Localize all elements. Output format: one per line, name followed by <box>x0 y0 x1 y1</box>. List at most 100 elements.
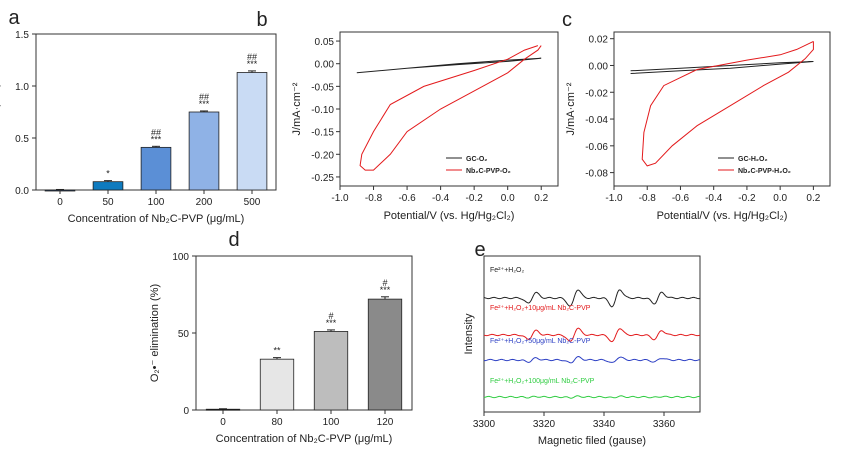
panel-b-ytick-label: 0.00 <box>315 60 335 71</box>
panel-a-xtick-label: 500 <box>244 197 261 208</box>
panel-d-ytick-label: 0 <box>183 406 189 417</box>
panel-c-ylabel: J/mA·cm⁻² <box>565 82 577 135</box>
panel-a-significance: * <box>106 169 110 179</box>
panel-e-xtick-label: 3360 <box>653 419 676 430</box>
panel-c-ytick-label: 0.00 <box>589 61 609 72</box>
panel-a-ytick-label: 0.0 <box>15 186 29 197</box>
panel-b-ytick-label: -0.20 <box>311 150 334 161</box>
panel-d-ytick-label: 50 <box>178 329 190 340</box>
panel-b-xtick-label: -0.8 <box>365 193 383 204</box>
panel-a-bar <box>140 146 172 191</box>
panel-e-frame <box>483 255 701 413</box>
panel-a-significance: *** <box>247 59 258 69</box>
panel-b-legend-label: GC-O₂ <box>466 156 487 163</box>
panel-label-c: c <box>562 9 572 31</box>
panel-c-xtick-label: -1.0 <box>605 193 623 204</box>
panel-b-xtick-label: -0.6 <box>398 193 416 204</box>
panel-e-series-label: Fe²⁺+H₂O₂+10μg/mL Nb₂C-PVP <box>490 305 591 312</box>
panel-e-series-label: Fe²⁺+H₂O₂+100μg/mL Nb₂C-PVP <box>490 378 595 385</box>
panel-b-ytick-label: -0.15 <box>311 128 334 139</box>
panel-e-series-label: Fe²⁺+H₂O₂ <box>490 267 525 274</box>
panel-d-xtick-label: 100 <box>323 417 340 428</box>
panel-a-ytick-label: 0.5 <box>15 134 29 145</box>
panel-a-bar <box>188 111 220 191</box>
panel-b-ylabel: J/mA·cm⁻² <box>291 82 303 135</box>
panel-c-series-line <box>630 61 814 74</box>
panel-a-significance: *** <box>199 99 210 109</box>
panel-b-series-line <box>359 45 542 171</box>
panel-a-xtick-label: 100 <box>148 197 165 208</box>
panel-b-ytick-label: -0.05 <box>311 82 334 93</box>
panel-d-ytick-label: 100 <box>172 252 189 263</box>
panel-c-ytick-label: -0.02 <box>585 88 608 99</box>
panel-e-ylabel: Intensity <box>463 313 475 354</box>
panel-d-significance: # <box>328 311 333 321</box>
panel-a-xlabel: Concentration of Nb₂C-PVP (μg/mL) <box>68 213 245 225</box>
panel-d-significance: *** <box>326 318 337 328</box>
panel-b-series-line <box>356 57 542 74</box>
panel-d-xtick-label: 0 <box>220 417 226 428</box>
panel-c-frame <box>613 31 831 187</box>
panel-e-xtick-label: 3340 <box>593 419 616 430</box>
panel-a-significance: ## <box>199 92 209 102</box>
panel-a-significance: ## <box>247 52 257 62</box>
panel-c-ytick-label: -0.08 <box>585 169 608 180</box>
panel-c-series-line <box>641 40 814 167</box>
panel-d-bar <box>313 331 349 411</box>
panel-a-xtick-label: 200 <box>196 197 213 208</box>
panel-c-xtick-label: 0.0 <box>773 193 787 204</box>
panel-b-xlabel: Potential/V (vs. Hg/Hg₂Cl₂) <box>384 210 515 222</box>
panel-d-significance: # <box>382 278 387 288</box>
panel-d-xlabel: Concentration of Nb₂C-PVP (μg/mL) <box>216 433 393 445</box>
panel-d-ylabel: O₂•⁻ elimination (%) <box>149 284 161 382</box>
panel-e-xlabel: Magnetic filed (gause) <box>538 435 646 447</box>
panel-b-xtick-label: 0.0 <box>501 193 515 204</box>
panel-c-xtick-label: -0.8 <box>639 193 657 204</box>
panel-d-bar <box>259 358 295 411</box>
panel-b-legend-label: Nb₂C-PVP-O₂ <box>466 168 511 175</box>
panel-b-frame <box>339 31 559 187</box>
panel-c-xtick-label: -0.4 <box>705 193 723 204</box>
panel-c-legend-label: Nb₂C-PVP-H₂O₂ <box>738 168 791 175</box>
panel-a-significance: ## <box>151 127 161 137</box>
panel-c-xtick-label: -0.6 <box>672 193 690 204</box>
panel-c-xlabel: Potential/V (vs. Hg/Hg₂Cl₂) <box>657 210 788 222</box>
panel-b-ytick-label: 0.05 <box>315 37 335 48</box>
panel-d-xtick-label: 120 <box>377 417 394 428</box>
panel-b-xtick-label: -0.2 <box>466 193 484 204</box>
panel-a-xtick-label: 50 <box>102 197 114 208</box>
panel-e-series-line <box>483 395 701 399</box>
panel-label-b: b <box>256 9 267 31</box>
panel-e-xtick-label: 3320 <box>533 419 556 430</box>
panel-b-xtick-label: -0.4 <box>432 193 450 204</box>
panel-a-significance: *** <box>151 134 162 144</box>
panel-c-ytick-label: -0.06 <box>585 142 608 153</box>
panel-b-xtick-label: 0.2 <box>534 193 548 204</box>
panel-c-legend-label: GC-H₂O₂ <box>738 156 768 163</box>
panel-e-series-line <box>483 355 701 364</box>
panel-c-xtick-label: 0.2 <box>806 193 820 204</box>
panel-b-ytick-label: -0.10 <box>311 105 334 116</box>
panel-label-d: d <box>228 229 239 251</box>
panel-c-ytick-label: 0.02 <box>589 35 609 46</box>
panel-e-series-line <box>483 327 701 343</box>
panel-c-xtick-label: -0.2 <box>738 193 756 204</box>
panel-a-bar <box>92 181 124 191</box>
panel-a-ytick-label: 1.5 <box>15 30 29 41</box>
panel-a-ytick-label: 1.0 <box>15 82 29 93</box>
panel-d-significance: ** <box>273 346 281 356</box>
panel-label-e: e <box>474 239 485 261</box>
panel-a-bar <box>236 72 268 191</box>
panel-d-bar <box>367 298 403 411</box>
panel-d-significance: *** <box>380 285 391 295</box>
panel-b-xtick-label: -1.0 <box>331 193 349 204</box>
panel-b-ytick-label: -0.25 <box>311 173 334 184</box>
panel-label-a: a <box>8 7 20 29</box>
panel-c-ytick-label: -0.04 <box>585 115 608 126</box>
panel-e-series-label: Fe²⁺+H₂O₂+50μg/mL Nb₂C-PVP <box>490 338 591 345</box>
panel-e-series-line <box>483 289 701 308</box>
panel-e-xtick-label: 3300 <box>473 419 496 430</box>
panel-a-xtick-label: 0 <box>57 197 63 208</box>
panel-d-xtick-label: 80 <box>271 417 283 428</box>
